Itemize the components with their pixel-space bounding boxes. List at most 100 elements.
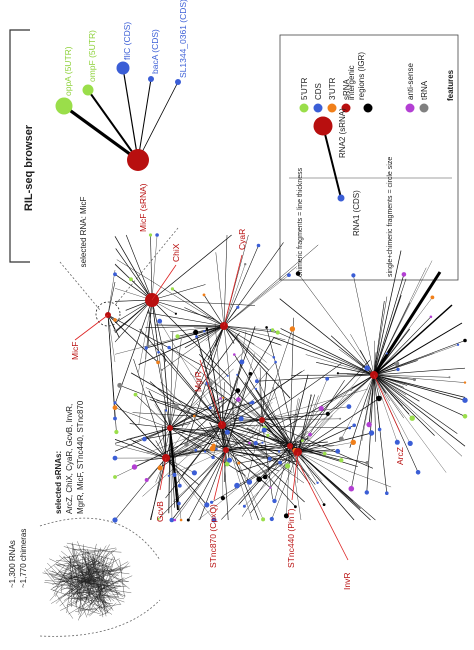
network-node-131[interactable] bbox=[395, 440, 400, 445]
network-node-77[interactable] bbox=[193, 415, 196, 418]
network-node-41[interactable] bbox=[194, 449, 197, 452]
network-node-152[interactable] bbox=[463, 339, 467, 343]
network-node-14[interactable] bbox=[203, 294, 206, 297]
network-node-11[interactable] bbox=[157, 351, 160, 354]
network-node-149[interactable] bbox=[349, 486, 355, 492]
network-node-157[interactable] bbox=[396, 368, 399, 371]
network-node-49[interactable] bbox=[294, 505, 297, 508]
network-node-0[interactable] bbox=[113, 318, 117, 322]
network-node-2[interactable] bbox=[156, 361, 160, 365]
network-node-23[interactable] bbox=[203, 330, 205, 332]
network-node-151[interactable] bbox=[271, 328, 274, 331]
network-node-10[interactable] bbox=[113, 272, 117, 276]
network-node-159[interactable] bbox=[430, 316, 433, 319]
network-node-62[interactable] bbox=[178, 484, 182, 488]
network-node-46[interactable] bbox=[347, 404, 352, 409]
network-node-105[interactable] bbox=[237, 462, 240, 465]
network-node-55[interactable] bbox=[239, 360, 244, 365]
network-node-87[interactable] bbox=[168, 475, 170, 477]
network-node-128[interactable] bbox=[236, 374, 238, 376]
network-node-132[interactable] bbox=[339, 437, 344, 442]
network-node-60[interactable] bbox=[172, 473, 176, 477]
network-node-106[interactable] bbox=[266, 434, 269, 437]
network-node-102[interactable] bbox=[210, 501, 213, 504]
network-node-13[interactable] bbox=[175, 313, 177, 315]
network-node-52[interactable] bbox=[113, 475, 117, 479]
network-node-140[interactable] bbox=[462, 398, 467, 403]
network-node-65[interactable] bbox=[180, 519, 183, 522]
network-node-47[interactable] bbox=[157, 319, 162, 324]
network-node-111[interactable] bbox=[265, 326, 268, 329]
network-node-130[interactable] bbox=[395, 361, 400, 366]
network-node-93[interactable] bbox=[335, 449, 340, 454]
network-node-108[interactable] bbox=[248, 442, 251, 445]
network-node-16[interactable] bbox=[287, 273, 291, 277]
network-node-71[interactable] bbox=[199, 444, 201, 446]
network-node-24[interactable] bbox=[276, 330, 280, 334]
network-node-4[interactable] bbox=[114, 430, 118, 434]
network-node-73[interactable] bbox=[235, 388, 240, 393]
network-node-145[interactable] bbox=[386, 352, 388, 354]
network-node-153[interactable] bbox=[410, 416, 415, 421]
network-node-57[interactable] bbox=[278, 450, 280, 452]
network-node-118[interactable] bbox=[263, 475, 268, 480]
network-node-141[interactable] bbox=[463, 414, 468, 419]
network-node-7[interactable] bbox=[149, 233, 152, 236]
network-node-19[interactable] bbox=[236, 306, 239, 309]
network-node-33[interactable] bbox=[236, 397, 241, 402]
network-node-162[interactable] bbox=[167, 346, 170, 349]
network-node-91[interactable] bbox=[247, 479, 252, 484]
network-node-40[interactable] bbox=[323, 452, 327, 456]
network-node-134[interactable] bbox=[378, 428, 382, 432]
network-node-112[interactable] bbox=[234, 483, 240, 489]
network-node-98[interactable] bbox=[364, 365, 370, 371]
network-node-126[interactable] bbox=[323, 503, 326, 506]
network-node-22[interactable] bbox=[257, 244, 261, 248]
network-node-121[interactable] bbox=[339, 458, 343, 462]
network-node-136[interactable] bbox=[413, 378, 416, 381]
network-node-88[interactable] bbox=[301, 439, 304, 442]
network-node-154[interactable] bbox=[255, 379, 259, 383]
network-node-156[interactable] bbox=[365, 490, 369, 494]
network-node-110[interactable] bbox=[316, 482, 318, 484]
network-node-42[interactable] bbox=[204, 451, 206, 453]
network-node-61[interactable] bbox=[219, 397, 221, 399]
network-node-83[interactable] bbox=[170, 518, 175, 523]
network-node-122[interactable] bbox=[365, 461, 369, 465]
network-node-94[interactable] bbox=[268, 457, 272, 461]
network-node-124[interactable] bbox=[308, 433, 312, 437]
node-ompf[interactable] bbox=[83, 85, 94, 96]
network-node-155[interactable] bbox=[408, 441, 413, 446]
network-node-125[interactable] bbox=[262, 428, 267, 433]
network-node-133[interactable] bbox=[377, 396, 381, 400]
node-flic[interactable] bbox=[117, 62, 130, 75]
network-node-135[interactable] bbox=[431, 296, 435, 300]
network-node-64[interactable] bbox=[177, 502, 181, 506]
network-node-69[interactable] bbox=[145, 478, 149, 482]
network-node-38[interactable] bbox=[239, 416, 244, 421]
network-node-31[interactable] bbox=[278, 461, 282, 465]
network-node-90[interactable] bbox=[261, 442, 263, 444]
network-node-81[interactable] bbox=[113, 456, 118, 461]
network-node-137[interactable] bbox=[402, 272, 407, 277]
network-node-25[interactable] bbox=[184, 442, 188, 446]
network-node-99[interactable] bbox=[352, 424, 356, 428]
network-node-115[interactable] bbox=[310, 394, 312, 396]
network-node-85[interactable] bbox=[187, 519, 190, 522]
node-baca[interactable] bbox=[148, 76, 154, 82]
network-node-27[interactable] bbox=[273, 356, 276, 359]
network-node-119[interactable] bbox=[285, 463, 290, 468]
network-node-45[interactable] bbox=[206, 327, 208, 329]
network-node-12[interactable] bbox=[129, 277, 133, 281]
network-node-127[interactable] bbox=[272, 499, 276, 503]
network-node-53[interactable] bbox=[261, 517, 265, 521]
network-node-20[interactable] bbox=[244, 263, 246, 265]
network-node-35[interactable] bbox=[193, 330, 198, 335]
network-node-146[interactable] bbox=[351, 273, 355, 277]
network-node-28[interactable] bbox=[175, 334, 179, 338]
network-node-8[interactable] bbox=[227, 375, 229, 377]
network-node-86[interactable] bbox=[174, 519, 177, 522]
srna-hub-4[interactable] bbox=[167, 425, 173, 431]
network-node-48[interactable] bbox=[142, 437, 147, 442]
network-node-44[interactable] bbox=[221, 496, 225, 500]
